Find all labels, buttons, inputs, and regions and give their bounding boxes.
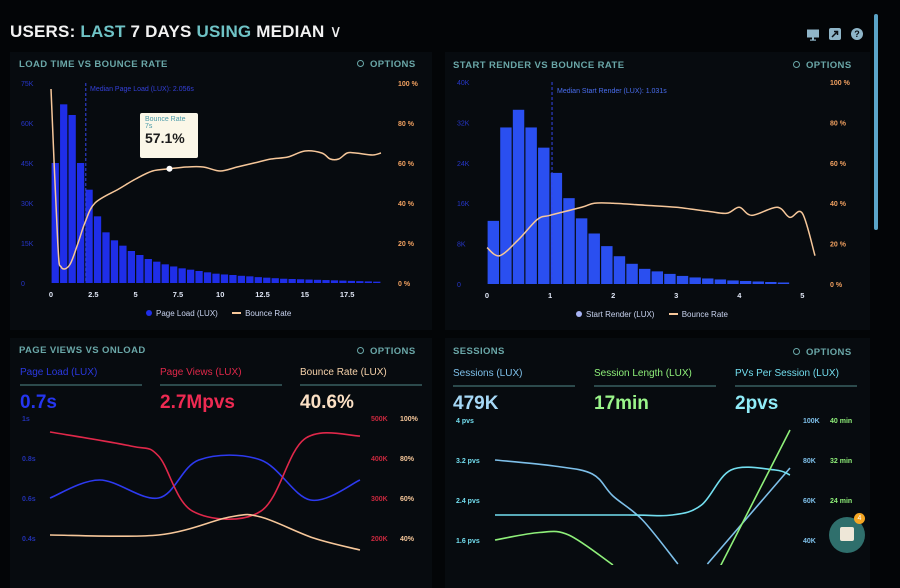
stat-label: Sessions (LUX) bbox=[453, 368, 575, 387]
help-icon[interactable]: ? bbox=[851, 28, 863, 40]
gear-icon bbox=[357, 347, 364, 354]
median-label: Median Page Load (LUX): 2.056s bbox=[90, 86, 194, 93]
stat-value: 17min bbox=[594, 393, 649, 414]
stat-pvs-per-session: PVs Per Session (LUX) 2pvs bbox=[735, 368, 857, 415]
stat-bounce-rate: Bounce Rate (LUX) 40.6% bbox=[300, 367, 422, 414]
panel-title: PAGE VIEWS VS ONLOAD bbox=[19, 345, 146, 356]
options-button[interactable]: OPTIONS bbox=[357, 346, 416, 357]
options-label: OPTIONS bbox=[806, 60, 852, 71]
options-label: OPTIONS bbox=[370, 346, 416, 357]
stat-value: 40.6% bbox=[300, 392, 354, 413]
legend-item[interactable]: Bounce Rate bbox=[681, 310, 728, 319]
options-label: OPTIONS bbox=[370, 59, 416, 70]
days-value[interactable]: 7 DAYS bbox=[130, 22, 192, 41]
stat-label: Bounce Rate (LUX) bbox=[300, 367, 422, 386]
range-label: LAST bbox=[80, 22, 126, 41]
share-icon[interactable] bbox=[829, 28, 841, 40]
chart-legend: Page Load (LUX) Bounce Rate bbox=[146, 309, 291, 318]
panel-title: LOAD TIME VS BOUNCE RATE bbox=[19, 59, 168, 70]
chevron-down-icon[interactable]: ∨ bbox=[329, 22, 343, 41]
legend-item[interactable]: Bounce Rate bbox=[245, 309, 292, 318]
options-label: OPTIONS bbox=[806, 347, 852, 358]
options-button[interactable]: OPTIONS bbox=[793, 347, 852, 358]
stat-session-length: Session Length (LUX) 17min bbox=[594, 368, 716, 415]
options-button[interactable]: OPTIONS bbox=[357, 59, 416, 70]
stat-label: PVs Per Session (LUX) bbox=[735, 368, 857, 387]
legend-swatch bbox=[146, 310, 152, 316]
tooltip-value: 57.1% bbox=[145, 130, 185, 146]
gear-icon bbox=[793, 61, 800, 68]
legend-swatch bbox=[232, 312, 242, 314]
median-label: Median Start Render (LUX): 1.031s bbox=[557, 88, 667, 95]
legend-item[interactable]: Page Load (LUX) bbox=[156, 309, 218, 318]
panel-title: START RENDER VS BOUNCE RATE bbox=[453, 60, 625, 71]
stat-page-views: Page Views (LUX) 2.7Mpvs bbox=[160, 367, 282, 414]
gear-icon bbox=[793, 348, 800, 355]
stat-label: Session Length (LUX) bbox=[594, 368, 716, 387]
stat-value: 0.7s bbox=[20, 392, 57, 413]
stat-label: Page Load (LUX) bbox=[20, 367, 142, 386]
stat-sessions: Sessions (LUX) 479K bbox=[453, 368, 575, 415]
stat-value: 2pvs bbox=[735, 393, 779, 414]
gear-icon bbox=[357, 60, 364, 67]
scrollbar-thumb[interactable] bbox=[874, 14, 878, 230]
options-button[interactable]: OPTIONS bbox=[793, 60, 852, 71]
legend-swatch bbox=[668, 313, 678, 315]
chart-legend: Start Render (LUX) Bounce Rate bbox=[576, 310, 728, 319]
tooltip-title: Bounce Rate bbox=[145, 116, 186, 123]
legend-swatch bbox=[576, 311, 582, 317]
chat-icon bbox=[840, 527, 854, 541]
monitor-icon[interactable] bbox=[806, 28, 820, 41]
stat-page-load: Page Load (LUX) 0.7s bbox=[20, 367, 142, 414]
stat-value: 479K bbox=[453, 393, 499, 414]
load-time-panel bbox=[10, 52, 432, 330]
users-label: USERS: bbox=[10, 22, 76, 41]
bounce-rate-tooltip: Bounce Rate 7s 57.1% bbox=[140, 113, 198, 158]
stat-value: 2.7Mpvs bbox=[160, 392, 235, 413]
using-label: USING bbox=[196, 22, 252, 41]
stat-label: Page Views (LUX) bbox=[160, 367, 282, 386]
chat-button[interactable]: 4 bbox=[829, 513, 865, 553]
panel-title: SESSIONS bbox=[453, 346, 505, 357]
notification-badge: 4 bbox=[854, 513, 865, 524]
tooltip-subtitle: 7s bbox=[145, 123, 153, 130]
legend-item[interactable]: Start Render (LUX) bbox=[586, 310, 655, 319]
dashboard-filter-title[interactable]: USERS: LAST 7 DAYS USING MEDIAN ∨ bbox=[10, 22, 342, 42]
metric-value[interactable]: MEDIAN bbox=[256, 22, 325, 41]
